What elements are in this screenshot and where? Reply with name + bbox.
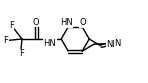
Text: O: O bbox=[33, 18, 39, 26]
Text: F: F bbox=[19, 49, 24, 59]
Text: HN: HN bbox=[44, 39, 56, 47]
Text: F: F bbox=[9, 21, 14, 30]
Text: HN: HN bbox=[60, 18, 73, 27]
Text: F: F bbox=[4, 36, 8, 45]
Text: N: N bbox=[115, 39, 121, 48]
Text: NH: NH bbox=[106, 40, 119, 48]
Text: O: O bbox=[80, 18, 87, 27]
